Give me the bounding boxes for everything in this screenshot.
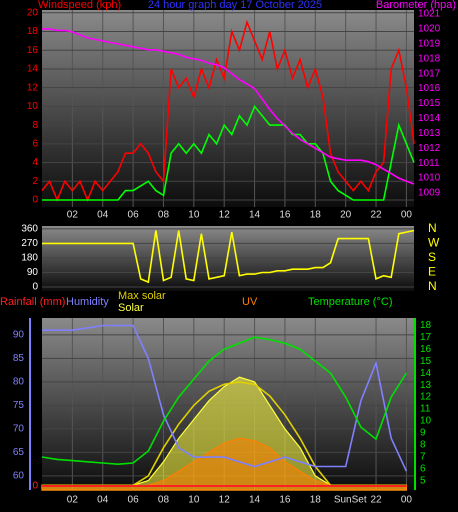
- x-tick-label: 14: [249, 210, 261, 221]
- y2-tick-label: 1017: [418, 68, 441, 79]
- chart-title: 24 hour graph day 17 October 2025: [148, 0, 322, 11]
- y2-tick-label: 9: [420, 428, 426, 439]
- x-tick-label: 10: [188, 495, 200, 506]
- legend-entry: Temperature (°C): [308, 296, 392, 308]
- y-tick-label: 0: [32, 195, 38, 206]
- y2-tick-label: 1013: [418, 128, 441, 139]
- y2-tick-label: 11: [420, 404, 431, 415]
- y2-axis-title: Barometer (hpa): [376, 0, 456, 11]
- x-tick-label: 02: [67, 495, 79, 506]
- y2-tick-label: 15: [420, 356, 432, 367]
- y2-tick-label: 1010: [418, 173, 441, 184]
- y-tick-label: 270: [21, 238, 38, 249]
- series-line: [42, 229, 415, 284]
- y-tick-label: 20: [27, 7, 39, 18]
- y-tick-label: 60: [13, 471, 25, 482]
- y-tick-label: 90: [27, 267, 39, 278]
- series-line: [42, 104, 415, 201]
- y-tick-label: 360: [21, 224, 38, 235]
- x-tick-label: 08: [158, 210, 170, 221]
- y2-tick-label: W: [428, 236, 440, 250]
- legend-entry: UV: [242, 296, 258, 308]
- x-tick-label: 18: [310, 495, 322, 506]
- y2-tick-label: 16: [420, 344, 432, 355]
- y-tick-label: 90: [13, 330, 25, 341]
- y-tick-label: 16: [27, 45, 39, 56]
- x-tick-label: 12: [219, 495, 231, 506]
- x-tick-label: 20: [340, 210, 352, 221]
- x-tick-label: 16: [279, 210, 291, 221]
- y2-tick-label: 1011: [418, 158, 440, 169]
- legend-entry: Humidity: [66, 296, 109, 308]
- y-tick-label: 8: [32, 120, 38, 131]
- plot-area: [42, 10, 414, 207]
- y-tick-label: 80: [13, 377, 25, 388]
- x-tick-label: 00: [401, 210, 413, 221]
- y2-tick-label: 10: [420, 416, 432, 427]
- y-axis-title: Windspeed (kph): [38, 0, 121, 11]
- y2-tick-label: 1018: [418, 53, 441, 64]
- y-tick-label: 0: [32, 282, 38, 293]
- y-tick-label: 85: [13, 353, 25, 364]
- y2-tick-label: 13: [420, 380, 432, 391]
- x-tick-label: 10: [188, 210, 200, 221]
- y-tick-label: 75: [13, 400, 25, 411]
- x-tick-label: 06: [128, 495, 140, 506]
- y-tick-label: 14: [27, 64, 39, 75]
- y2-tick-label: 8: [420, 440, 426, 451]
- x-tick-label: 02: [67, 210, 79, 221]
- x-tick-label: 12: [219, 210, 231, 221]
- x-tick-label: 18: [310, 210, 322, 221]
- y-tick-label: 65: [13, 447, 25, 458]
- y2-tick-label: 12: [420, 392, 432, 403]
- series-line: [41, 19, 415, 203]
- x-tick-label: 22: [370, 210, 382, 221]
- y-tick-label: 4: [32, 157, 38, 168]
- y-tick-label: 6: [32, 138, 38, 149]
- y-tick-label: 18: [27, 26, 39, 37]
- y2-tick-label: 1021: [418, 9, 441, 20]
- y2-tick-label: N: [428, 221, 437, 235]
- legend-entry: Solar: [118, 302, 144, 314]
- y2-tick-label: N: [428, 279, 437, 293]
- y2-tick-label: 1009: [418, 188, 441, 199]
- series-line: [42, 28, 415, 185]
- x-tick-label: 00: [401, 495, 413, 506]
- y-tick-label: 180: [21, 253, 38, 264]
- y-tick-label: 10: [27, 101, 39, 112]
- y2-tick-label: 1019: [418, 38, 441, 49]
- y3-tick-label: 0: [32, 481, 38, 492]
- x-tick-label: 04: [97, 210, 109, 221]
- y2-tick-label: 1014: [418, 113, 441, 124]
- y2-tick-label: 1012: [418, 143, 441, 154]
- y-tick-label: 2: [32, 176, 38, 187]
- series-line: [42, 324, 408, 472]
- series-line: [41, 336, 408, 466]
- y2-tick-label: 1015: [418, 98, 441, 109]
- y2-tick-label: 14: [420, 368, 432, 379]
- x-tick-label: 22: [370, 495, 382, 506]
- y2-tick-label: 5: [420, 476, 426, 487]
- x-tick-label: 04: [97, 495, 109, 506]
- y2-tick-label: 18: [420, 320, 432, 331]
- y2-tick-label: 7: [420, 452, 426, 463]
- x-tick-label: 08: [158, 495, 170, 506]
- legend-entry: Rainfall (mm): [0, 296, 65, 308]
- x-tick-label: 14: [249, 495, 261, 506]
- y2-tick-label: E: [428, 265, 436, 279]
- x-tick-label: 06: [128, 210, 140, 221]
- x-tick-label: 16: [279, 495, 291, 506]
- y2-tick-label: 6: [420, 464, 426, 475]
- y2-tick-label: 17: [420, 332, 432, 343]
- y-tick-label: 70: [13, 424, 25, 435]
- y2-tick-label: 1016: [418, 83, 441, 94]
- y-tick-label: 12: [27, 82, 39, 93]
- legend-entry: Max solar: [118, 290, 166, 302]
- y2-tick-label: S: [428, 250, 436, 264]
- annotation: SunSet: [334, 495, 367, 506]
- y2-tick-label: 1020: [418, 24, 441, 35]
